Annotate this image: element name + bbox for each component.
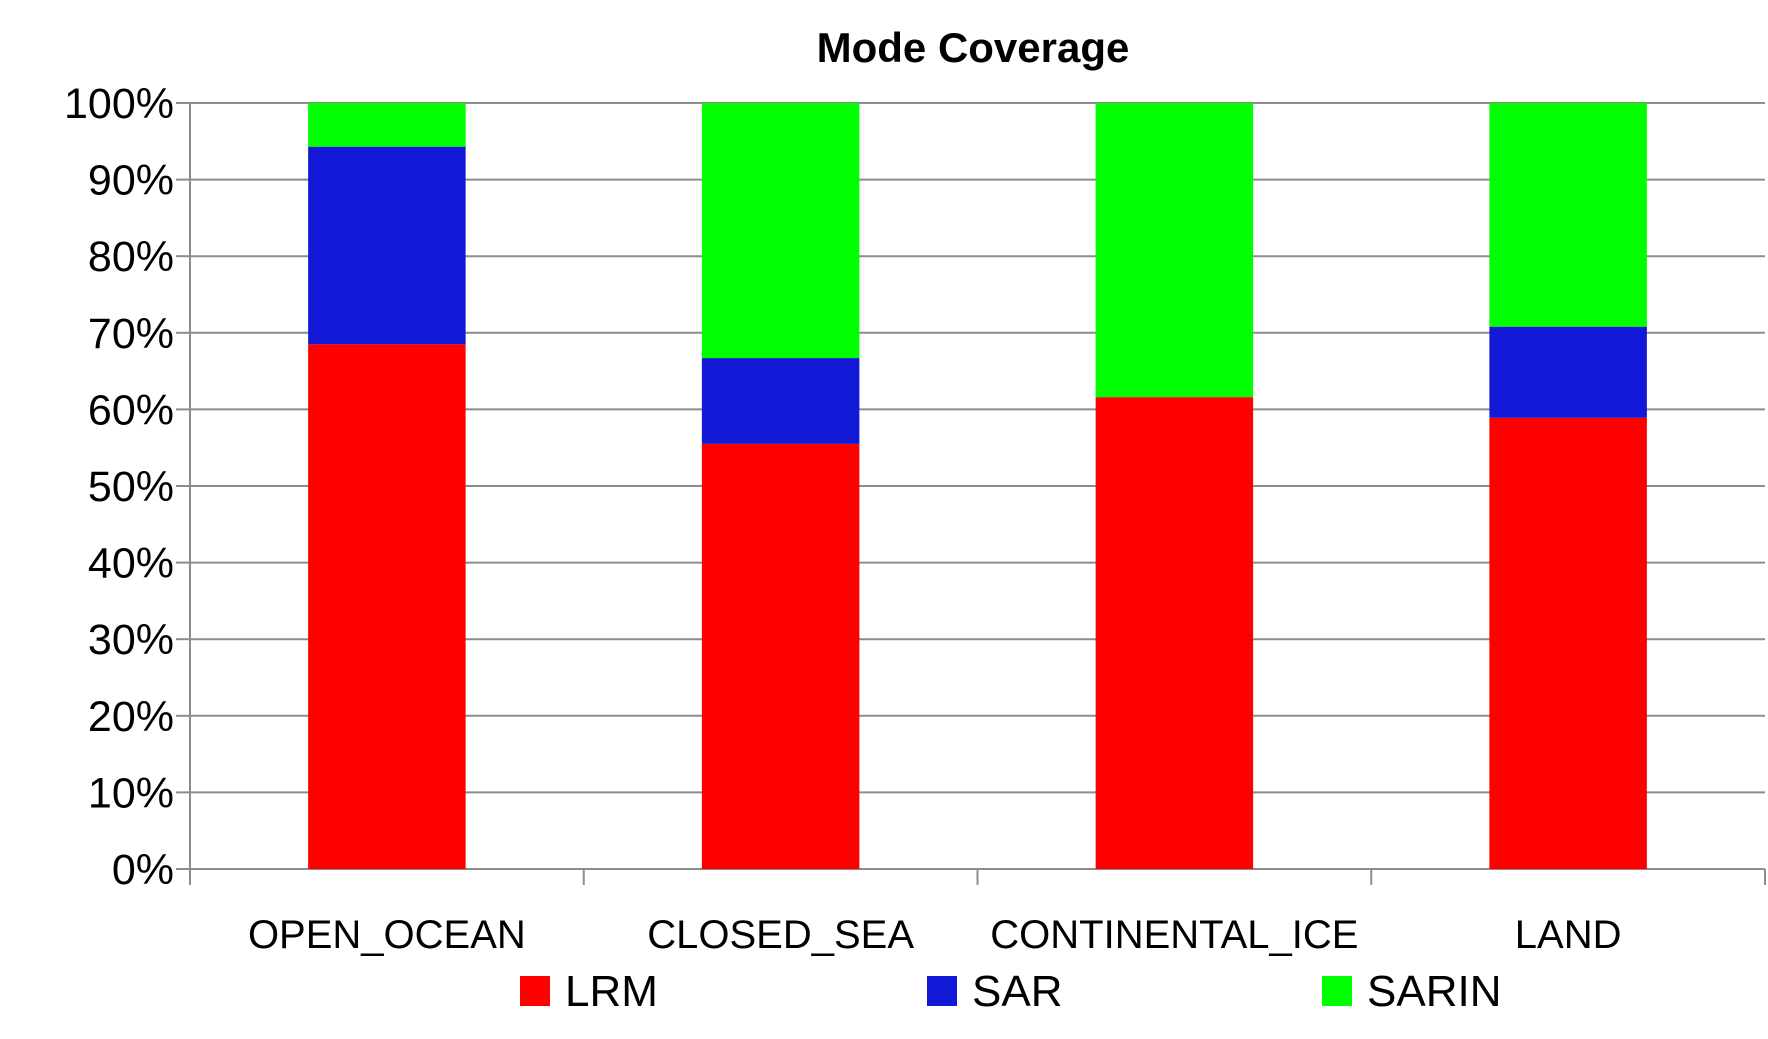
legend-swatch-lrm [520,976,550,1006]
x-tick-label: LAND [1515,913,1622,957]
y-tick-label: 100% [64,80,174,128]
bar-segment-lrm [1489,417,1647,869]
bar-segment-lrm [1095,397,1254,869]
y-tick-label: 0% [112,846,174,894]
bar-segment-sar [701,358,860,444]
legend-label-lrm: LRM [565,967,658,1016]
bar-segment-sarin [1489,103,1647,327]
legend-label-sar: SAR [972,967,1062,1016]
bar-segment-sarin [308,103,466,147]
y-tick-label: 50% [88,463,174,511]
y-tick-label: 10% [88,769,174,817]
x-tick-label: CLOSED_SEA [647,913,914,957]
x-tick-label: OPEN_OCEAN [248,913,526,957]
legend-label-sarin: SARIN [1367,967,1501,1016]
bar-segment-sar [1489,326,1647,418]
y-tick-label: 60% [88,386,174,434]
x-tick-label: CONTINENTAL_ICE [990,913,1358,957]
legend-swatch-sar [927,976,957,1006]
y-tick-label: 20% [88,693,174,741]
chart-title: Mode Coverage [817,24,1130,71]
legend-swatch-sarin [1322,976,1352,1006]
bar-segment-lrm [308,344,466,869]
bar-segment-sarin [701,103,860,359]
bar-segment-lrm [701,443,860,869]
bars [308,103,1647,869]
bar-segment-sarin [1095,103,1254,398]
y-tick-label: 70% [88,310,174,358]
axes: 0% 10% 20% 30% 40% 50% 60% 70% 80% 90% 100% OPEN_OC… [64,80,1766,957]
bar-segment-sar [308,146,466,345]
y-tick-label: 80% [88,233,174,281]
y-tick-label: 30% [88,616,174,664]
y-tick-label: 90% [88,157,174,205]
y-tick-label: 40% [88,540,174,588]
legend: LRM SAR SARIN [520,967,1501,1016]
